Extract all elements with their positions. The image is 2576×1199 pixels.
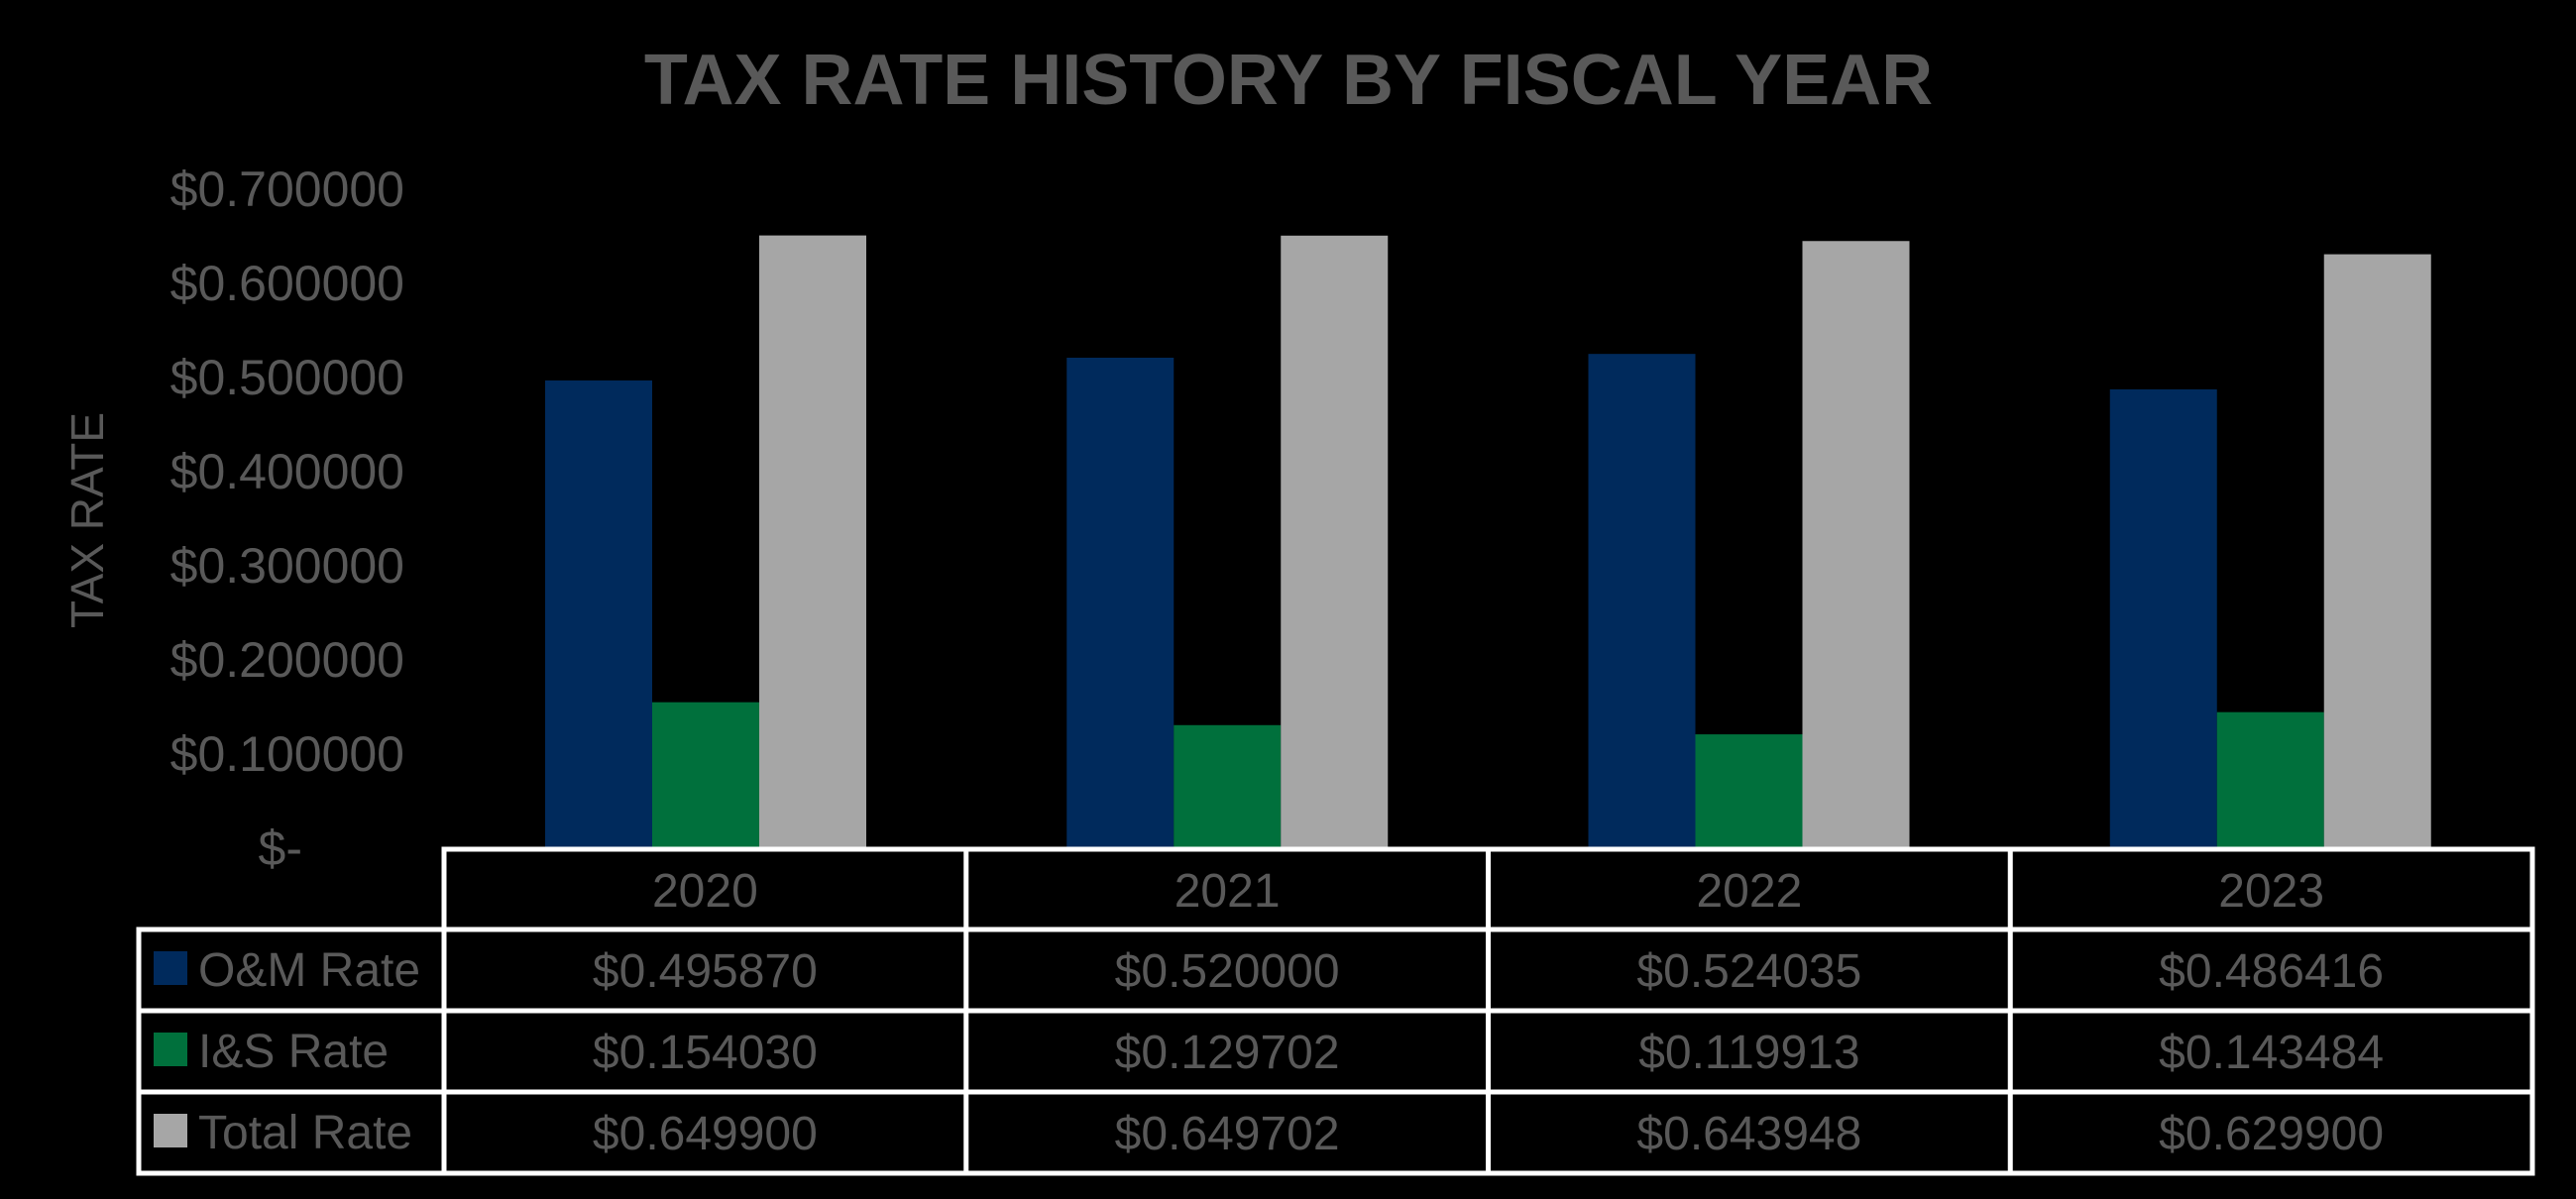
data-label: $0.495870 [593,945,818,998]
data-label: $0.629900 [2159,1108,2384,1160]
bar-i-s-rate-2022 [1695,734,1803,847]
data-label: $0.143484 [2159,1027,2384,1079]
category-label: 2023 [2218,865,2324,918]
bar-o-m-rate-2022 [1588,354,1696,847]
data-label: $0.649900 [593,1108,818,1160]
data-table: 2020 2021 2022 2023 O&M Rate $0.495870 $0.5200… [136,846,2535,1176]
series-name: I&S Rate [198,1026,389,1078]
legend-swatch [154,1114,187,1147]
y-tick-label: $- [259,820,302,876]
bar-o-m-rate-2023 [2109,388,2217,847]
legend-swatch [154,951,187,985]
data-label: $0.520000 [1115,945,1340,998]
bar-i-s-rate-2020 [652,702,759,847]
y-tick-label: $0.300000 [170,538,404,594]
data-label: $0.486416 [2159,945,2384,998]
category-label: 2022 [1696,865,1802,918]
bar-i-s-rate-2021 [1174,724,1282,847]
bar-total-rate-2020 [759,235,866,848]
series-name: O&M Rate [198,944,420,997]
y-tick-label: $0.600000 [170,256,404,311]
bar-total-rate-2023 [2323,254,2431,848]
legend-swatch [154,1033,187,1066]
data-label: $0.154030 [593,1027,818,1079]
y-axis: $0.700000 $0.600000 $0.500000 $0.400000 $0.3… [170,162,404,876]
category-label: 2020 [652,865,758,918]
data-label: $0.129702 [1115,1027,1340,1079]
y-tick-label: $0.100000 [170,726,404,782]
bar-i-s-rate-2023 [2216,711,2324,847]
y-tick-label: $0.200000 [170,632,404,688]
series-name: Total Rate [198,1107,412,1159]
data-label: $0.643948 [1636,1108,1861,1160]
data-label: $0.524035 [1636,945,1861,998]
plot-area [545,235,2431,848]
y-tick-label: $0.700000 [170,162,404,217]
bar-total-rate-2021 [1281,235,1389,848]
chart-title: TAX RATE HISTORY BY FISCAL YEAR [644,41,1933,120]
data-label: $0.119913 [1638,1027,1859,1079]
data-label: $0.649702 [1115,1108,1340,1160]
table-body-border [136,926,2535,1176]
y-tick-label: $0.500000 [170,350,404,405]
bar-total-rate-2022 [1802,241,1910,848]
y-axis-label: TAX RATE [61,412,113,628]
bar-o-m-rate-2021 [1066,358,1175,847]
category-label: 2021 [1175,865,1281,918]
bar-o-m-rate-2020 [545,380,652,847]
y-tick-label: $0.400000 [170,444,404,499]
